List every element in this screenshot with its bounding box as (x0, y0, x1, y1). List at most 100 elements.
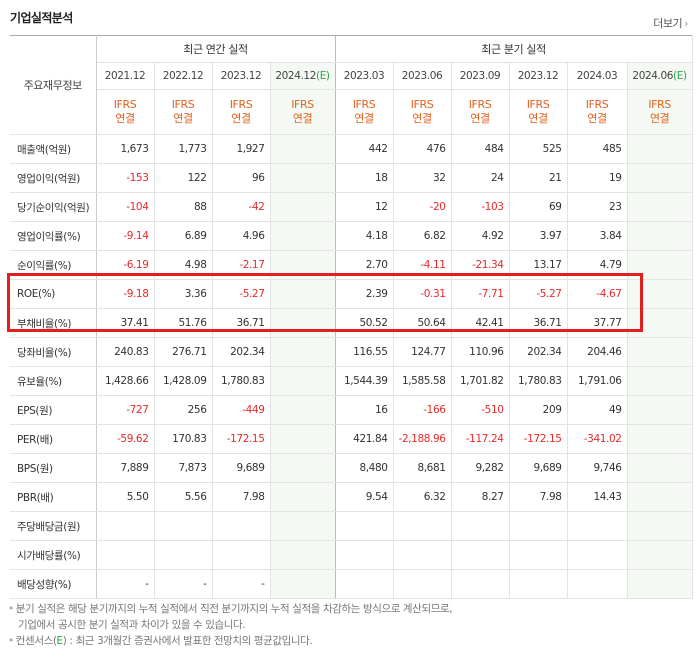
table-cell (509, 511, 568, 541)
ifrs-header: IFRS 연결 (154, 89, 213, 135)
table-row: PER(배) -59.62 170.83 -172.15 421.84 -2,188.96… (10, 424, 693, 454)
table-cell (270, 424, 336, 454)
table-cell (451, 540, 510, 570)
table-cell: 19 (567, 163, 628, 193)
row-label: 부채비율(%) (10, 308, 97, 338)
row-label: PBR(배) (10, 482, 97, 512)
table-cell (212, 540, 271, 570)
table-cell: -5.27 (212, 279, 271, 309)
table-cell: 7,889 (96, 453, 155, 483)
row-label: ROE(%) (10, 279, 97, 309)
table-cell: 1,673 (96, 134, 155, 164)
period-label: 2024.03 (576, 70, 618, 82)
table-cell (335, 540, 394, 570)
table-row: 부채비율(%) 37.41 51.76 36.71 50.52 50.64 42.41 36.… (10, 308, 693, 338)
table-cell: 36.71 (212, 308, 271, 338)
row-header-label: 주요재무정보 (10, 35, 97, 135)
table-row: ROE(%) -9.18 3.36 -5.27 2.39 -0.31 -7.71 -5.27-… (10, 279, 693, 309)
table-cell: 202.34 (212, 337, 271, 367)
ifrs-label: IFRS (229, 98, 253, 111)
table-cell (627, 395, 693, 425)
period-header: 2024.03 (567, 62, 628, 90)
table-cell (270, 279, 336, 309)
table-cell: 276.71 (154, 337, 213, 367)
table-cell: -166 (393, 395, 452, 425)
row-label: 배당성향(%) (10, 569, 97, 599)
footnote-2-post: ) : 최근 3개월간 증권사에서 발표한 전망치의 평균값입니다. (62, 635, 313, 647)
table-cell (393, 569, 452, 599)
period-label: 2023.03 (343, 70, 385, 82)
period-label: 2023.12 (220, 70, 262, 82)
table-cell: 13.17 (509, 250, 568, 280)
table-cell: -21.34 (451, 250, 510, 280)
row-label: 시가배당률(%) (10, 540, 97, 570)
table-cell: - (212, 569, 271, 599)
period-label: 2023.09 (459, 70, 501, 82)
table-cell: 9,689 (212, 453, 271, 483)
period-header: 2023.12 (509, 62, 568, 90)
row-label: 당기순이익(억원) (10, 192, 97, 222)
ifrs-label: IFRS (352, 98, 376, 111)
table-row: 유보율(%) 1,428.66 1,428.09 1,780.83 1,544.39 1,… (10, 366, 693, 396)
table-row: EPS(원) -727 256 -449 16 -166 -510 209 49 (10, 395, 693, 425)
period-label: 2023.06 (401, 70, 443, 82)
table-cell: -9.14 (96, 221, 155, 251)
table-cell: 5.50 (96, 482, 155, 512)
consolidated-label: 연결 (587, 112, 607, 125)
ifrs-header: IFRS 연결 (451, 89, 510, 135)
table-cell: 476 (393, 134, 452, 164)
table-cell: 32 (393, 163, 452, 193)
table-cell: -59.62 (96, 424, 155, 454)
ifrs-label: IFRS (171, 98, 195, 111)
table-cell: 525 (509, 134, 568, 164)
table-cell: 9,746 (567, 453, 628, 483)
table-cell (270, 163, 336, 193)
table-cell: 16 (335, 395, 394, 425)
more-link[interactable]: 더보기 › (653, 15, 688, 31)
table-cell: -20 (393, 192, 452, 222)
more-link-label: 더보기 (653, 17, 683, 30)
table-cell: 21 (509, 163, 568, 193)
table-row: 영업이익률(%) -9.14 6.89 4.96 4.18 6.82 4.92 3.97 3.8… (10, 221, 693, 251)
table-cell (270, 250, 336, 280)
table-row: 배당성향(%) - - - (10, 569, 693, 599)
consolidated-label: 연결 (528, 112, 548, 125)
table-cell (627, 511, 693, 541)
table-cell (567, 511, 628, 541)
table-cell: 7.98 (509, 482, 568, 512)
table-cell: 1,791.06 (567, 366, 628, 396)
ifrs-label: IFRS (291, 98, 314, 111)
table-cell: -117.24 (451, 424, 510, 454)
table-cell (567, 569, 628, 599)
row-label: BPS(원) (10, 453, 97, 483)
table-cell: 3.97 (509, 221, 568, 251)
table-cell: 484 (451, 134, 510, 164)
table-cell: 124.77 (393, 337, 452, 367)
table-cell (335, 511, 394, 541)
table-cell (627, 308, 693, 338)
table-cell: 1,927 (212, 134, 271, 164)
ifrs-header: IFRS 연결 (627, 89, 693, 135)
table-cell: 4.96 (212, 221, 271, 251)
table-cell: 1,428.09 (154, 366, 213, 396)
table-cell (627, 366, 693, 396)
table-cell (270, 395, 336, 425)
table-cell (393, 511, 452, 541)
table-cell: 36.71 (509, 308, 568, 338)
ifrs-label: IFRS (113, 98, 137, 111)
row-label: 매출액(억원) (10, 134, 97, 164)
table-cell: 170.83 (154, 424, 213, 454)
table-cell (627, 134, 693, 164)
consolidated-label: 연결 (470, 112, 490, 125)
table-cell (393, 540, 452, 570)
period-header: 2023.03 (335, 62, 394, 90)
table-cell (270, 134, 336, 164)
table-cell: 1,773 (154, 134, 213, 164)
table-cell: 24 (451, 163, 510, 193)
table-cell (567, 540, 628, 570)
table-cell: 50.64 (393, 308, 452, 338)
ifrs-header: IFRS 연결 (212, 89, 271, 135)
table-cell: 202.34 (509, 337, 568, 367)
table-row: 당기순이익(억원) -104 88 -42 12 -20 -103 69 23 (10, 192, 693, 222)
table-cell: - (96, 569, 155, 599)
